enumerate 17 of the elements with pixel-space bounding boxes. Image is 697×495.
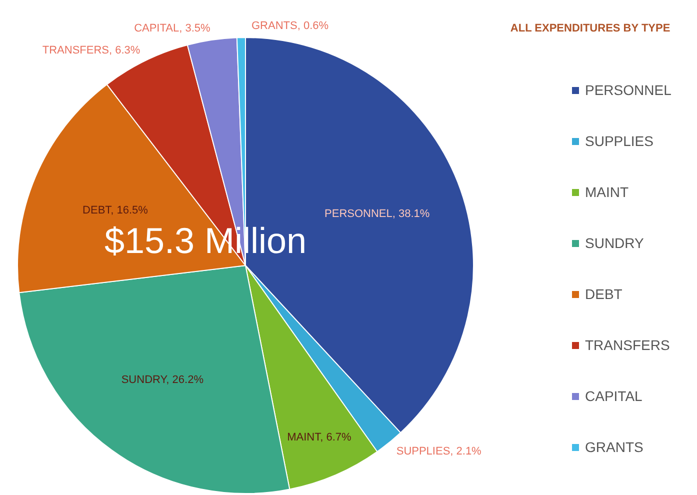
legend-label: TRANSFERS [585,337,670,353]
legend-label: SUPPLIES [585,133,654,149]
chart-title: ALL EXPENDITURES BY TYPE [510,22,670,34]
legend-label: CAPITAL [585,388,642,404]
data-label: CAPITAL, 3.5% [134,22,210,35]
data-label: DEBT, 16.5% [82,204,148,217]
data-label: SUNDRY, 26.2% [121,374,204,386]
data-label: MAINT, 6.7% [287,431,352,444]
data-label: SUPPLIES, 2.1% [396,445,482,458]
legend-label: PERSONNEL [585,82,672,98]
data-label: GRANTS, 0.6% [252,20,329,32]
legend-label: MAINT [585,184,629,200]
legend-label: DEBT [585,286,622,302]
legend-label: GRANTS [585,439,644,455]
data-label: PERSONNEL, 38.1% [324,208,430,220]
data-label: TRANSFERS, 6.3% [42,44,140,57]
legend-label: SUNDRY [585,235,644,251]
